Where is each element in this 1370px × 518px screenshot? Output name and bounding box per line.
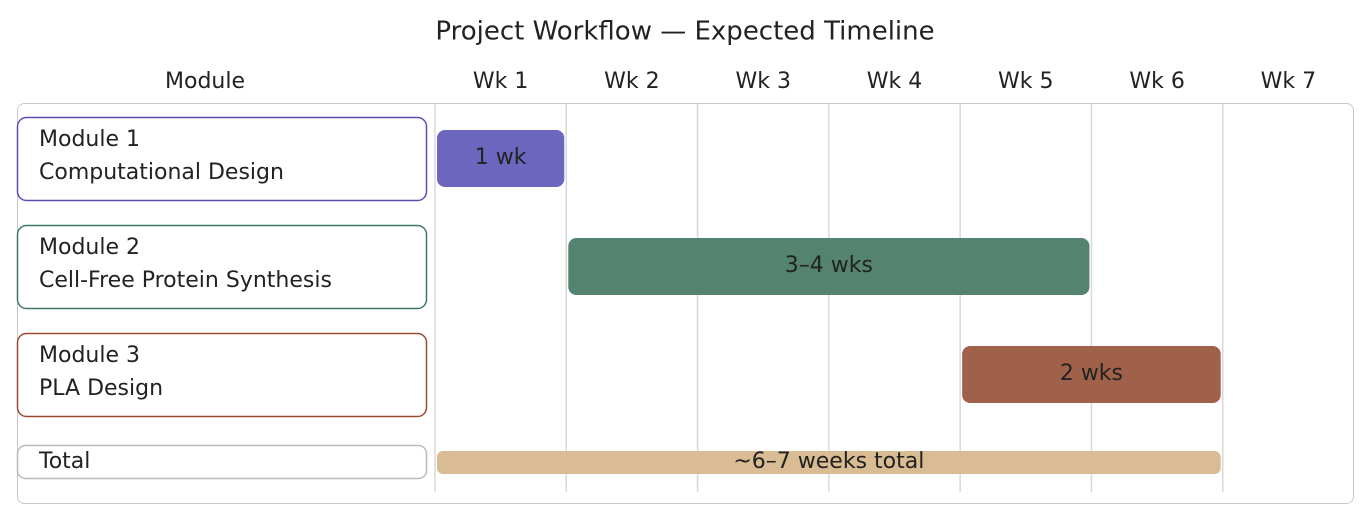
week-label: Wk 1	[473, 69, 528, 94]
module-box	[16, 116, 428, 202]
bar-label: 3–4 wks	[785, 253, 873, 278]
bar-label: 1 wk	[475, 145, 527, 170]
bar-label: 2 wks	[1060, 361, 1123, 386]
module-name: Module 1	[39, 127, 140, 152]
week-label: Wk 4	[867, 69, 922, 94]
week-label: Wk 2	[604, 69, 659, 94]
week-label: Wk 3	[735, 69, 790, 94]
module-box	[16, 224, 428, 310]
bar	[568, 238, 1090, 295]
week-label: Wk 6	[1129, 69, 1184, 94]
week-label: Wk 5	[998, 69, 1053, 94]
total-name: Total	[38, 449, 90, 474]
panel	[17, 103, 1354, 504]
bar	[437, 130, 565, 187]
bar	[962, 346, 1221, 403]
chart-title: Project Workflow — Expected Timeline	[435, 17, 934, 47]
module-box	[16, 332, 428, 418]
week-label: Wk 7	[1261, 69, 1316, 94]
module-name: Module 2	[39, 235, 140, 260]
total-label: ~6–7 weeks total	[733, 449, 924, 474]
module-subtitle: Computational Design	[39, 160, 284, 185]
module-subtitle: Cell-Free Protein Synthesis	[39, 268, 332, 293]
column-header: Module	[165, 69, 245, 94]
total-box	[16, 444, 428, 480]
module-name: Module 3	[39, 343, 140, 368]
total-bar	[437, 451, 1221, 474]
module-subtitle: PLA Design	[39, 376, 163, 401]
